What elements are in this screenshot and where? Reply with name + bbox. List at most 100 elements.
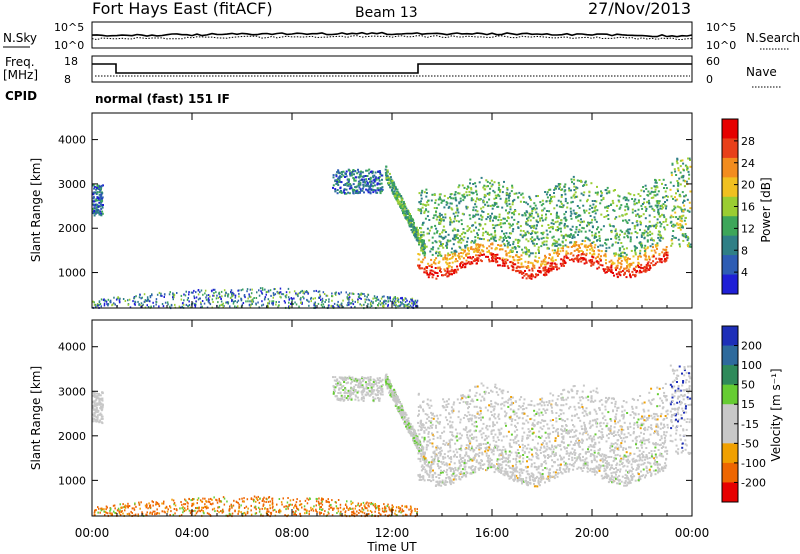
scatter-cell: [349, 395, 352, 398]
scatter-cell: [494, 254, 497, 256]
scatter-cell: [361, 189, 364, 192]
scatter-cell: [613, 252, 616, 255]
scatter-cell: [310, 300, 312, 303]
scatter-cell: [297, 295, 299, 298]
scatter-cell: [364, 301, 367, 304]
scatter-cell: [649, 192, 652, 195]
scatter-cell: [412, 302, 414, 305]
scatter-cell: [359, 172, 362, 175]
scatter-cell: [120, 506, 122, 509]
scatter-cell: [196, 510, 199, 513]
scatter-cell: [258, 510, 261, 513]
scatter-cell: [541, 241, 544, 244]
scatter-cell: [482, 253, 485, 256]
scatter-cell: [567, 257, 570, 260]
scatter-cell: [472, 183, 475, 185]
scatter-cell: [461, 212, 464, 215]
scatter-cell: [650, 249, 653, 252]
scatter-cell: [495, 261, 498, 264]
scatter-cell: [216, 499, 218, 502]
scatter-cell: [584, 240, 587, 243]
scatter-cell: [343, 189, 346, 192]
scatter-cell: [482, 186, 485, 189]
scatter-cell: [234, 510, 236, 513]
scatter-cell: [582, 227, 585, 230]
scatter-cell: [512, 256, 514, 259]
scatter-cell: [406, 299, 408, 302]
scatter-cell: [238, 295, 240, 298]
scatter-cell: [220, 510, 222, 513]
scatter-cell: [555, 187, 557, 190]
scatter-cell: [350, 500, 352, 503]
scatter-cell: [501, 240, 504, 243]
scatter-cell: [646, 201, 649, 204]
scatter-cell: [251, 300, 254, 303]
scatter-cell: [362, 400, 365, 402]
scatter-cell: [92, 197, 95, 200]
scatter-cell: [340, 176, 343, 178]
scatter-cell: [494, 248, 497, 251]
scatter-cell: [505, 254, 508, 257]
scatter-cell: [437, 247, 440, 250]
scatter-cell: [630, 249, 633, 252]
scatter-cell: [651, 232, 654, 235]
scatter-cell: [238, 292, 240, 295]
scatter-cell: [357, 382, 360, 385]
scatter-cell: [410, 225, 413, 227]
scatter-cell: [589, 259, 592, 262]
scatter-cell: [374, 380, 377, 383]
scatter-cell: [212, 502, 214, 505]
scatter-cell: [511, 203, 514, 206]
scatter-cell: [435, 241, 438, 244]
scatter-cell: [525, 265, 528, 268]
scatter-cell: [367, 376, 370, 379]
scatter-cell: [100, 194, 102, 197]
scatter-cell: [646, 234, 649, 237]
scatter-cell: [645, 207, 648, 210]
scatter-cell: [423, 211, 426, 214]
scatter-cell: [432, 273, 435, 276]
scatter-cell: [506, 245, 509, 248]
scatter-cell: [350, 377, 353, 379]
scatter-cell: [408, 300, 411, 303]
scatter-cell: [357, 176, 360, 179]
scatter-cell: [362, 378, 365, 381]
scatter-cell: [615, 216, 618, 219]
scatter-cell: [663, 253, 666, 256]
scatter-cell: [492, 237, 495, 240]
scatter-cell: [422, 252, 425, 255]
scatter-cell: [666, 224, 669, 226]
scatter-cell: [547, 271, 550, 274]
scatter-cell: [100, 509, 103, 512]
scatter-cell: [96, 305, 98, 308]
scatter-cell: [445, 261, 448, 264]
scatter-cell: [422, 243, 425, 246]
scatter-cell: [376, 295, 378, 298]
scatter-cell: [484, 230, 487, 233]
scatter-cell: [455, 199, 458, 202]
cpid-value: normal (fast) 151 IF: [95, 92, 230, 106]
scatter-cell: [365, 394, 368, 397]
scatter-cell: [629, 236, 632, 239]
scatter-cell: [477, 257, 480, 260]
scatter-cell: [617, 261, 620, 264]
scatter-cell: [392, 181, 395, 184]
scatter-cell: [100, 212, 102, 215]
scatter-cell: [155, 298, 158, 301]
scatter-cell: [444, 235, 447, 238]
scatter-cell: [512, 211, 515, 214]
scatter-cell: [363, 376, 366, 379]
scatter-cell: [354, 384, 357, 386]
scatter-cell: [647, 194, 650, 197]
scatter-cell: [145, 513, 147, 516]
scatter-cell: [528, 269, 531, 272]
scatter-cell: [378, 302, 380, 305]
scatter-cell: [347, 301, 349, 304]
scatter-cell: [152, 504, 154, 507]
scatter-cell: [591, 248, 594, 251]
scatter-cell: [321, 305, 324, 308]
scatter-cell: [445, 244, 448, 247]
scatter-cell: [92, 196, 95, 199]
scatter-cell: [689, 165, 692, 168]
scatter-cell: [588, 194, 591, 197]
